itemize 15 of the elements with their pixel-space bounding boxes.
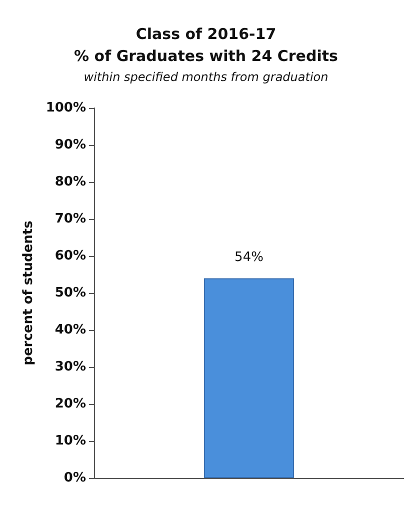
y-tick-label: 50% (54, 286, 86, 300)
y-tick-label: 30% (54, 360, 86, 374)
y-tick-label: 0% (64, 470, 86, 486)
y-tick-label: 100% (46, 100, 86, 116)
chart-title: Class of 2016-17 % of Graduates with 24 Credits (74, 25, 338, 65)
y-tick-label: 40% (54, 322, 86, 338)
y-tick-label: 90% (54, 138, 86, 152)
chart-subtitle: within specified months from graduation (84, 70, 328, 84)
y-tick-label: 10% (54, 434, 86, 448)
y-tick-label: 20% (54, 396, 86, 412)
y-axis-title: percent of students (20, 220, 36, 366)
data-label: 54% (234, 250, 264, 266)
y-tick-label: 60% (54, 248, 86, 264)
y-tick-label: 80% (54, 174, 86, 190)
y-tick-label: 70% (54, 212, 86, 226)
